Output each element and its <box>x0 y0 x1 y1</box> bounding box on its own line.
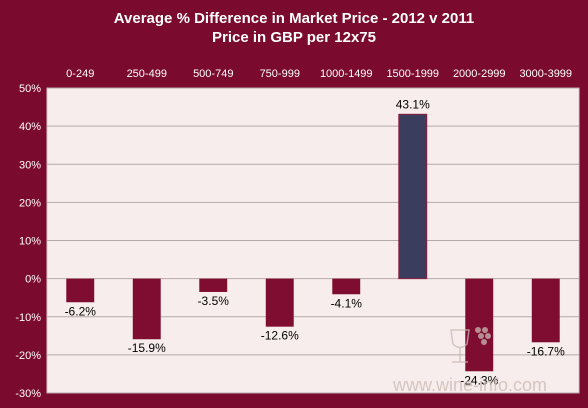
y-tick-label: 40% <box>19 121 41 133</box>
y-axis: 50% 40% 30% 20% 10% 0% -10% -20% -30% <box>15 83 41 400</box>
data-label: -15.9% <box>128 341 166 355</box>
data-label: -4.1% <box>331 296 363 310</box>
data-label: -12.6% <box>261 329 299 343</box>
bar <box>132 278 161 340</box>
category-label: 1500-1999 <box>386 68 439 80</box>
watermark: www.wine-info.com <box>392 327 547 395</box>
category-label: 1000-1499 <box>320 68 373 80</box>
category-label: 0-249 <box>66 68 94 80</box>
chart-title: Average % Difference in Market Price - 2… <box>114 10 474 27</box>
bar <box>66 278 95 303</box>
category-label: 3000-3999 <box>519 68 572 80</box>
category-label: 750-999 <box>260 68 300 80</box>
data-label: -6.2% <box>65 304 97 318</box>
bars <box>66 113 560 372</box>
bar <box>531 278 560 343</box>
bar <box>398 113 428 280</box>
bar <box>465 278 494 372</box>
y-tick-label: 0% <box>25 274 41 286</box>
data-label: -16.7% <box>527 344 565 358</box>
wine-glass-logo-icon <box>450 327 491 363</box>
y-tick-label: 10% <box>19 236 41 248</box>
y-tick-label: -10% <box>15 312 41 324</box>
chart-subtitle: Price in GBP per 12x75 <box>212 29 376 46</box>
category-label: 500-749 <box>193 68 233 80</box>
y-tick-label: 50% <box>19 83 41 95</box>
data-label: -3.5% <box>198 294 230 308</box>
bar <box>332 278 361 295</box>
data-label: -24.3% <box>460 373 498 387</box>
category-axis: 0-249 250-499 500-749 750-999 1000-1499 1500-… <box>66 68 572 80</box>
data-labels: -6.2% -15.9% -3.5% -12.6% -4.1% 43.1% -24.3% -1… <box>65 97 566 387</box>
watermark-text: www.wine-info.com <box>392 375 547 395</box>
y-tick-label: -30% <box>15 388 41 400</box>
data-label: 43.1% <box>396 97 430 111</box>
y-tick-label: 20% <box>19 197 41 209</box>
bar <box>199 278 228 292</box>
category-label: 250-499 <box>127 68 167 80</box>
category-label: 2000-2999 <box>453 68 506 80</box>
y-tick-label: -20% <box>15 350 41 362</box>
bar <box>265 278 294 327</box>
y-tick-label: 30% <box>19 159 41 171</box>
